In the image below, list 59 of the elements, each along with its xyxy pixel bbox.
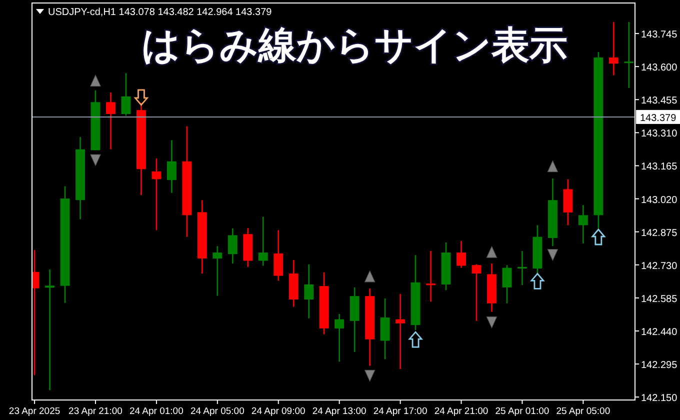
point bbox=[592, 228, 606, 246]
y-tick-label: 142.150 bbox=[641, 393, 678, 404]
candlestick bbox=[121, 72, 131, 116]
x-tick-label: 24 Apr 21:00 bbox=[434, 406, 488, 417]
chart-subtitle: USDJPY-cd,H1 143.078 143.482 142.964 143.379 bbox=[48, 7, 272, 18]
y-tick-label: 142.585 bbox=[641, 294, 678, 305]
candlestick bbox=[563, 178, 573, 226]
point bbox=[90, 154, 101, 166]
x-tick-label: 25 Apr 05:00 bbox=[556, 406, 610, 417]
point bbox=[547, 249, 558, 261]
candlestick bbox=[45, 268, 55, 391]
x-tick-label: 24 Apr 09:00 bbox=[251, 406, 306, 417]
x-tick-label: 24 Apr 01:00 bbox=[130, 406, 184, 417]
x-tick-label: 24 Apr 17:00 bbox=[373, 406, 428, 417]
candlestick bbox=[624, 21, 634, 89]
point bbox=[364, 370, 376, 382]
candlestick bbox=[274, 230, 284, 282]
candlestick bbox=[212, 246, 222, 296]
candlestick bbox=[380, 298, 390, 360]
candlestick bbox=[578, 204, 588, 244]
point bbox=[408, 331, 422, 348]
candlestick bbox=[152, 158, 162, 231]
candlestick bbox=[502, 264, 512, 304]
candlestick bbox=[472, 264, 482, 322]
y-tick-label: 143.020 bbox=[641, 194, 678, 206]
candlestick bbox=[166, 140, 176, 194]
candlestick bbox=[456, 240, 466, 268]
candlestick bbox=[304, 264, 314, 320]
point bbox=[530, 273, 544, 290]
y-tick-label: 143.455 bbox=[641, 96, 678, 107]
x-tick-label: 24 Apr 05:00 bbox=[190, 406, 244, 417]
candlestick bbox=[106, 92, 116, 150]
candlestick bbox=[426, 250, 436, 302]
y-tick-label: 143.745 bbox=[641, 30, 678, 41]
point bbox=[90, 74, 101, 86]
y-tick-label: 142.440 bbox=[641, 326, 678, 338]
x-tick-label: 23 Apr 21:00 bbox=[68, 406, 122, 417]
candlestick bbox=[334, 313, 344, 362]
candlestick bbox=[518, 250, 527, 286]
x-tick-label: 25 Apr 01:00 bbox=[495, 406, 550, 417]
ref-line-label: 143.379 bbox=[640, 112, 677, 124]
candlestick bbox=[258, 216, 268, 266]
point bbox=[486, 316, 498, 328]
text: はらみ線からサイン表示 bbox=[142, 23, 568, 67]
y-tick-label: 142.295 bbox=[641, 360, 678, 371]
point bbox=[486, 246, 498, 258]
y-tick-label: 143.310 bbox=[641, 128, 678, 140]
x-tick-label: 24 Apr 13:00 bbox=[312, 406, 366, 417]
point bbox=[134, 89, 148, 106]
point bbox=[547, 160, 558, 172]
y-tick-label: 143.165 bbox=[641, 162, 678, 173]
y-tick-label: 142.875 bbox=[641, 228, 678, 239]
point bbox=[364, 270, 376, 282]
candlestick bbox=[396, 293, 406, 370]
candlestick bbox=[228, 228, 238, 264]
x-tick-label: 23 Apr 2025 bbox=[8, 406, 60, 417]
candlestick bbox=[608, 21, 618, 76]
y-tick-label: 143.600 bbox=[641, 62, 678, 74]
y-tick-label: 142.730 bbox=[641, 260, 678, 272]
